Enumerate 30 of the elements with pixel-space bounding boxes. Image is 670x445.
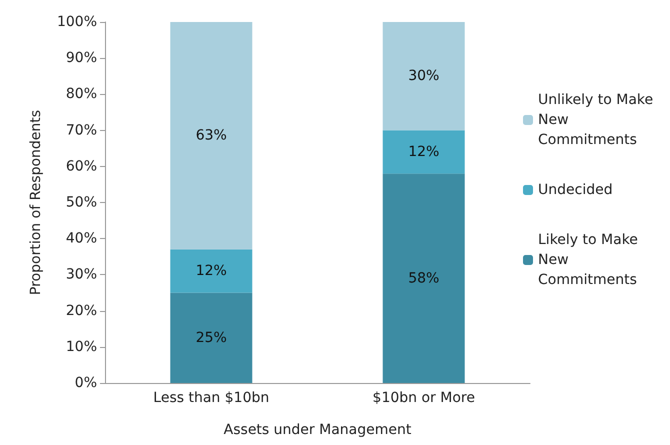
y-tick-label: 50% <box>66 194 97 210</box>
y-tick-label: 40% <box>66 230 97 247</box>
data-label: 30% <box>408 68 440 84</box>
legend-label: Unlikely to Make New Commitments <box>538 92 658 148</box>
bar <box>382 130 465 174</box>
bar <box>170 292 252 383</box>
x-axis-title: Assets under Management <box>224 422 412 438</box>
data-label: 58% <box>408 270 440 286</box>
y-tick-label: 30% <box>66 266 97 283</box>
bar <box>382 174 465 383</box>
y-tick-label: 80% <box>66 86 97 102</box>
y-tick-label: 20% <box>66 302 97 319</box>
y-tick-label: 0% <box>74 375 97 391</box>
y-tick-label: 10% <box>66 338 97 355</box>
bar <box>382 22 465 130</box>
bar <box>170 22 252 250</box>
data-label: 12% <box>408 144 440 160</box>
y-tick-label: 70% <box>66 122 97 138</box>
y-tick-label: 90% <box>66 50 97 66</box>
x-tick-label: Less than $10bn <box>153 390 270 406</box>
y-tick-label: 100% <box>56 14 97 30</box>
legend-label: Likely to Make New Commitments <box>538 232 642 288</box>
x-tick-label: $10bn or More <box>372 390 475 406</box>
y-axis-title: Proportion of Respondents <box>28 110 44 296</box>
legend-label: Undecided <box>538 182 613 198</box>
y-tick-label: 60% <box>66 158 97 174</box>
data-label: 12% <box>196 263 227 280</box>
data-label: 25% <box>196 330 227 346</box>
data-label: 63% <box>196 128 227 144</box>
bar <box>170 249 252 293</box>
